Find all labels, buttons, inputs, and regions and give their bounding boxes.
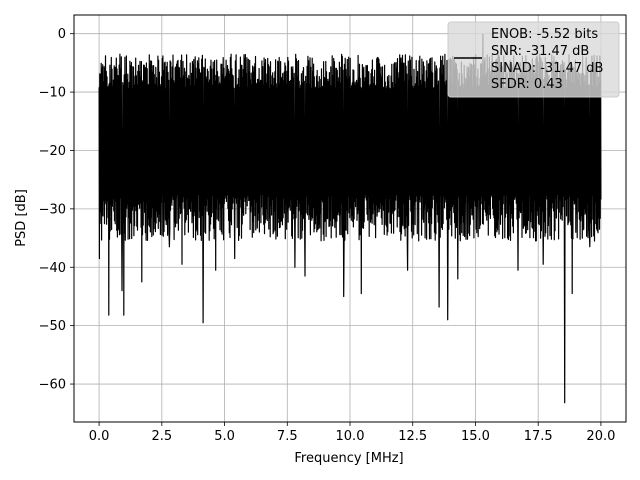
legend-snr: SNR: -31.47 dB: [491, 44, 589, 59]
legend-enob: ENOB: -5.52 bits: [491, 27, 598, 42]
y-tick-label: −30: [39, 202, 66, 217]
x-tick-label: 17.5: [524, 429, 553, 444]
y-tick-label: −20: [39, 144, 66, 159]
legend: ENOB: -5.52 bits SNR: -31.47 dB SINAD: -…: [447, 21, 620, 98]
y-tick-label: −10: [39, 86, 66, 101]
x-tick-label: 7.5: [277, 429, 298, 444]
x-tick-label: 2.5: [151, 429, 172, 444]
y-tick-label: 0: [58, 27, 66, 42]
legend-box: [447, 21, 620, 98]
y-tick-label: −60: [39, 378, 66, 393]
y-axis-label: PSD [dB]: [14, 189, 29, 247]
ticks: 0.0 2.5 5.0 7.5 10.0 12.5 15.0 17.5 20.0 0 −10 −20 −…: [39, 27, 616, 444]
legend-sinad: SINAD: -31.47 dB: [491, 61, 603, 76]
psd-trace: [98, 33, 602, 404]
x-tick-label: 12.5: [398, 429, 427, 444]
y-tick-label: −40: [39, 261, 66, 276]
x-axis-label: Frequency [MHz]: [294, 451, 403, 466]
x-tick-label: 15.0: [461, 429, 490, 444]
plot-area: [98, 33, 602, 404]
y-tick-label: −50: [39, 319, 66, 334]
x-tick-label: 20.0: [586, 429, 615, 444]
x-tick-label: 0.0: [89, 429, 110, 444]
x-tick-label: 5.0: [214, 429, 235, 444]
x-tick-label: 10.0: [336, 429, 365, 444]
legend-sfdr: SFDR: 0.43: [491, 77, 563, 92]
